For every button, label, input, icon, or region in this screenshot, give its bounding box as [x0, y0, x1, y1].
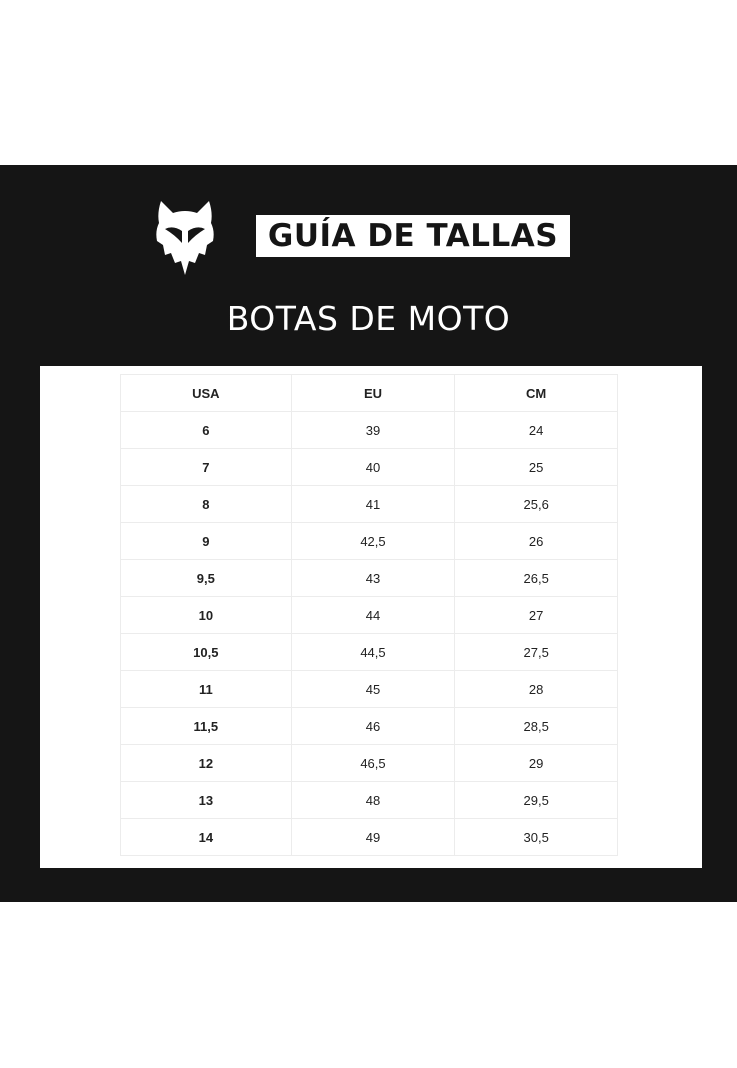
table-row: 12 46,5 29 [120, 744, 618, 782]
page-subtitle: BOTAS DE MOTO [226, 299, 511, 338]
cell-usa: 14 [120, 818, 292, 856]
cell-cm: 26,5 [454, 559, 618, 597]
table-row: 8 41 25,6 [120, 485, 618, 523]
cell-usa: 11 [120, 670, 292, 708]
cell-cm: 28,5 [454, 707, 618, 745]
column-header-usa: USA [120, 374, 292, 412]
cell-usa: 10 [120, 596, 292, 634]
cell-eu: 41 [290, 485, 456, 523]
cell-cm: 29,5 [454, 781, 618, 819]
cell-cm: 25,6 [454, 485, 618, 523]
cell-eu: 44 [290, 596, 456, 634]
table-row: 7 40 25 [120, 448, 618, 486]
cell-eu: 43 [290, 559, 456, 597]
cell-eu: 46 [290, 707, 456, 745]
cell-usa: 13 [120, 781, 292, 819]
table-row: 14 49 30,5 [120, 818, 618, 856]
cell-usa: 6 [120, 411, 292, 449]
table-row: 9 42,5 26 [120, 522, 618, 560]
size-table: USA EU CM 6 39 24 7 40 25 8 41 25,6 9 42,5 26 9,5 43 2… [120, 374, 618, 856]
cell-usa: 9 [120, 522, 292, 560]
cell-usa: 12 [120, 744, 292, 782]
cell-cm: 28 [454, 670, 618, 708]
page-title: GUÍA DE TALLAS [267, 218, 559, 254]
cell-cm: 26 [454, 522, 618, 560]
cell-eu: 42,5 [290, 522, 456, 560]
table-row: 9,5 43 26,5 [120, 559, 618, 597]
cell-usa: 10,5 [120, 633, 292, 671]
cell-eu: 40 [290, 448, 456, 486]
size-table-panel: USA EU CM 6 39 24 7 40 25 8 41 25,6 9 42,5 26 9,5 43 2… [40, 366, 702, 868]
column-header-eu: EU [290, 374, 456, 412]
cell-cm: 29 [454, 744, 618, 782]
cell-eu: 39 [290, 411, 456, 449]
cell-eu: 49 [290, 818, 456, 856]
cell-cm: 27,5 [454, 633, 618, 671]
cell-cm: 24 [454, 411, 618, 449]
table-header-row: USA EU CM [120, 374, 618, 412]
cell-eu: 45 [290, 670, 456, 708]
table-row: 11 45 28 [120, 670, 618, 708]
fox-head-logo-icon [155, 199, 215, 275]
cell-cm: 25 [454, 448, 618, 486]
table-row: 13 48 29,5 [120, 781, 618, 819]
cell-usa: 8 [120, 485, 292, 523]
title-box: GUÍA DE TALLAS [256, 215, 570, 257]
cell-cm: 30,5 [454, 818, 618, 856]
cell-usa: 9,5 [120, 559, 292, 597]
table-row: 10 44 27 [120, 596, 618, 634]
cell-usa: 7 [120, 448, 292, 486]
cell-eu: 46,5 [290, 744, 456, 782]
cell-eu: 44,5 [290, 633, 456, 671]
cell-usa: 11,5 [120, 707, 292, 745]
column-header-cm: CM [454, 374, 618, 412]
cell-cm: 27 [454, 596, 618, 634]
cell-eu: 48 [290, 781, 456, 819]
table-row: 10,5 44,5 27,5 [120, 633, 618, 671]
table-row: 6 39 24 [120, 411, 618, 449]
table-row: 11,5 46 28,5 [120, 707, 618, 745]
